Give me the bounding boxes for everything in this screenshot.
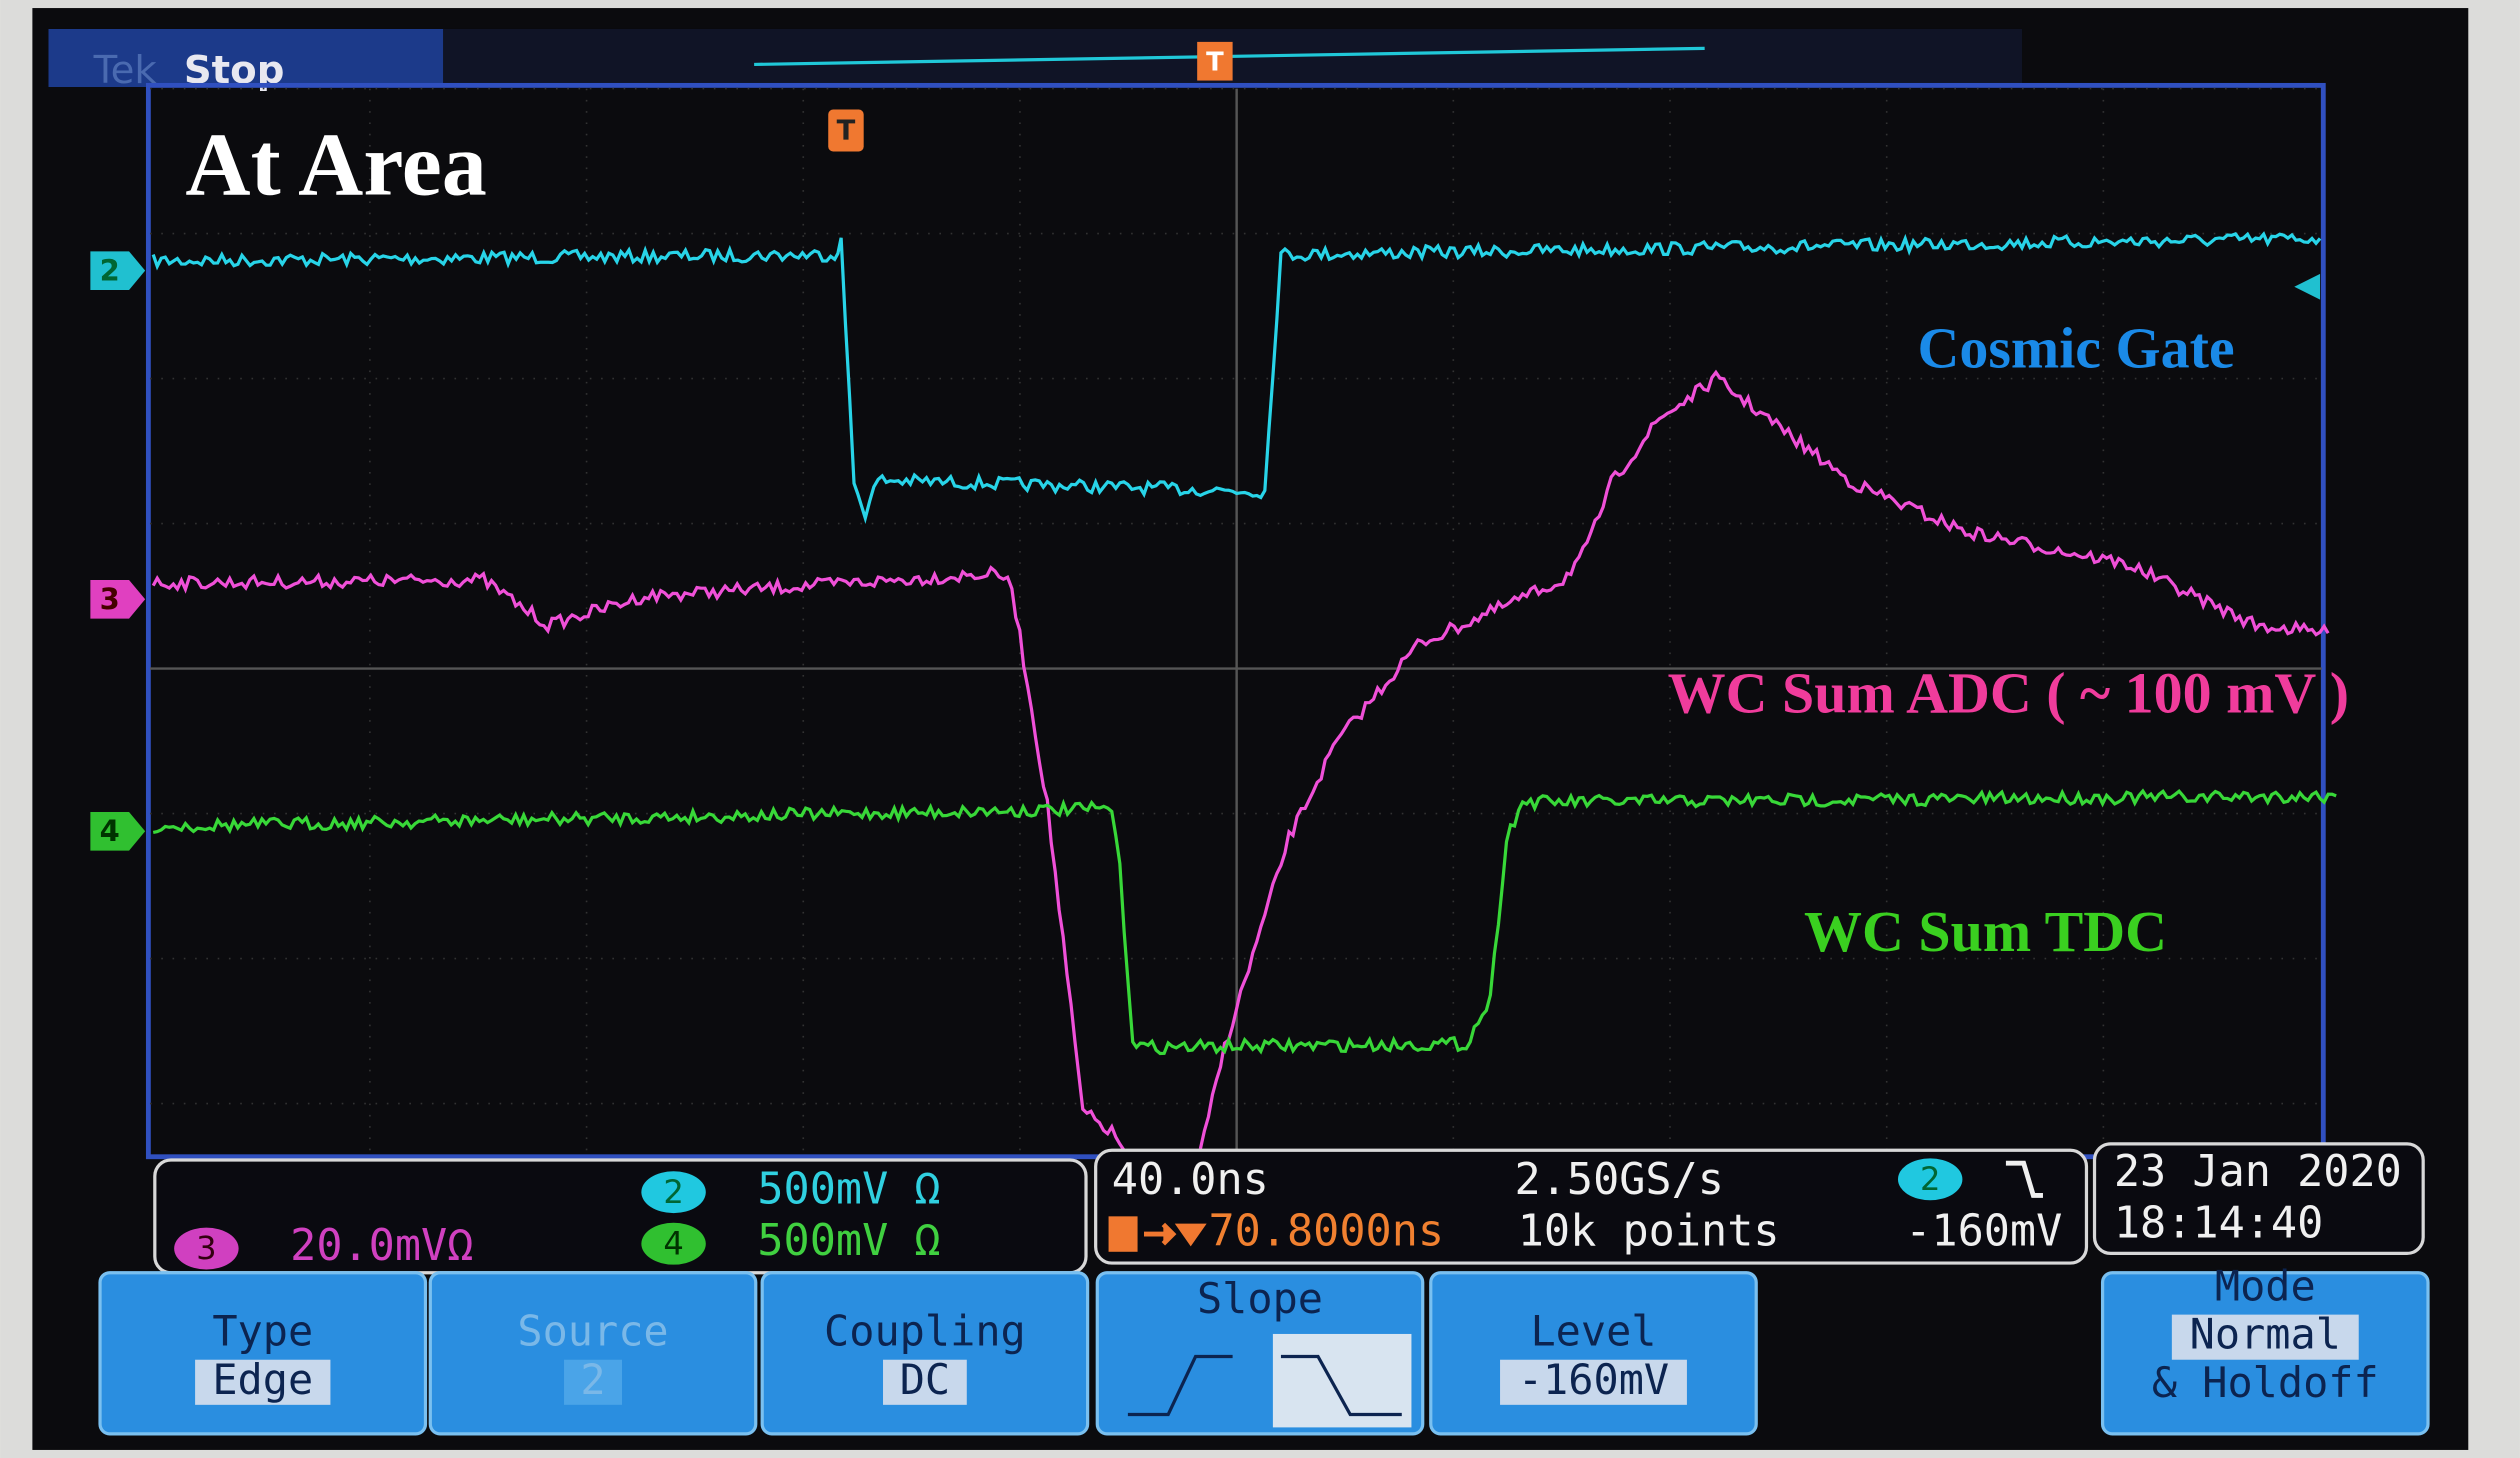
trigger-pos-arrows: [1144, 1222, 1207, 1247]
ch4-badge-label: 4: [663, 1224, 684, 1262]
ch2-badge: [641, 1171, 706, 1214]
slope-selected: [1272, 1333, 1412, 1428]
ch4-badge: [641, 1222, 706, 1265]
traces: [151, 231, 2337, 1155]
timebase-readout: [1094, 1148, 2089, 1265]
trigger-pos-marker: [1197, 41, 1233, 81]
menu-button[interactable]: [428, 1271, 758, 1436]
menu-button[interactable]: [760, 1271, 1090, 1436]
trace-label: WC Sum TDC: [1804, 899, 2167, 964]
timebase: 40.0ns: [1112, 1155, 1269, 1205]
sample-rate: 2.50GS/s: [1515, 1155, 1724, 1205]
menu-label: Type: [212, 1306, 313, 1355]
menu-label: Slope: [1197, 1274, 1323, 1323]
menu-value: Edge: [212, 1355, 313, 1404]
ch2-marker: [90, 251, 146, 290]
clock-readout: [2092, 1142, 2425, 1256]
slope-icon: [2005, 1160, 2043, 1198]
ch2-marker-label: 2: [100, 253, 120, 287]
ch3-marker: [90, 579, 146, 619]
menu-label: Coupling: [824, 1306, 1026, 1355]
menu-value: 2: [580, 1355, 605, 1404]
trace-label: Cosmic Gate: [1917, 316, 2234, 381]
menu-value-box: [564, 1359, 623, 1405]
trigger-level: -160mV: [1905, 1207, 2062, 1257]
menu-value-box: [1500, 1359, 1687, 1405]
trigger-pos-label: T: [1206, 47, 1224, 77]
trigger-position: 70.8000ns: [1208, 1207, 1444, 1257]
waveform: [151, 565, 1129, 1155]
menu-value: -160mV: [1518, 1355, 1669, 1404]
menu-label: Mode: [2215, 1261, 2316, 1310]
annotation: At Area: [185, 115, 486, 215]
trigger-pos-icon: [1108, 1216, 1138, 1252]
menu-label: Source: [517, 1306, 668, 1355]
menu-value-box: [883, 1359, 967, 1405]
trigger-marker: [828, 109, 864, 152]
menu-value-box: [195, 1359, 331, 1405]
menu-button[interactable]: [98, 1271, 428, 1436]
waveform: [151, 231, 2322, 524]
graticule: [149, 87, 2322, 1154]
trace-label: WC Sum ADC ( ~ 100 mV ): [1668, 661, 2349, 726]
ch4-scale: 500mV Ω: [757, 1216, 940, 1266]
trigger-source: 2: [1920, 1160, 1941, 1198]
trigger-source-badge: [1897, 1158, 1963, 1201]
menu-value: Normal: [2190, 1310, 2341, 1359]
ch3-badge-label: 3: [196, 1229, 217, 1267]
trigger-marker-label: T: [837, 116, 856, 147]
trigger-level-marker: [2294, 273, 2321, 300]
ch4-marker: [90, 811, 146, 851]
date: 23 Jan 2020: [2114, 1147, 2402, 1197]
ch3-badge: [174, 1227, 239, 1270]
slope-rising: [1127, 1354, 1233, 1417]
waveform: [1198, 369, 2330, 1150]
ch2-scale: 500mV Ω: [757, 1165, 940, 1215]
ch3-marker-label: 3: [100, 582, 120, 616]
ch3-scale: 20.0mVΩ: [290, 1221, 473, 1271]
record-length: 10k points: [1518, 1207, 1780, 1257]
status-bar: [48, 28, 444, 87]
slope-falling: [1280, 1354, 1402, 1417]
ch2-badge-label: 2: [663, 1173, 684, 1211]
menu-label: Level: [1530, 1306, 1656, 1355]
menu-value-box: [2171, 1314, 2359, 1360]
waveform: [152, 788, 2337, 1056]
time: 18:14:40: [2114, 1199, 2323, 1249]
ch4-marker-label: 4: [100, 814, 120, 848]
menu-value: DC: [900, 1355, 950, 1404]
menu-extra: & Holdoff: [2152, 1358, 2379, 1407]
